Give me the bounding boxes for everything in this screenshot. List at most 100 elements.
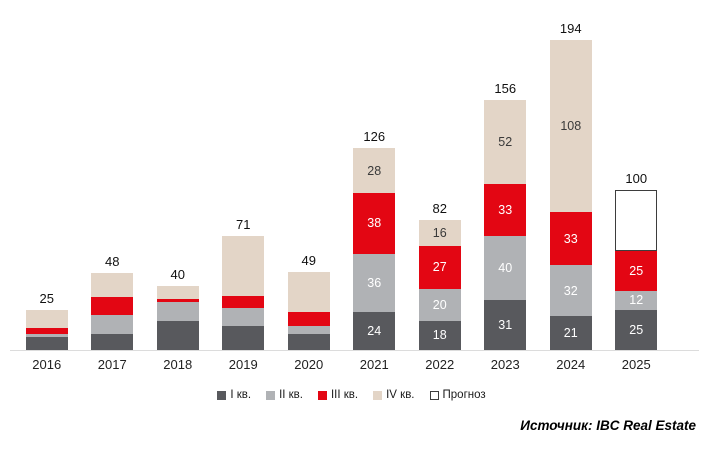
bar-segment-q1 [156, 321, 199, 350]
bar-column-2017: 48 [80, 0, 146, 350]
x-axis-labels: 2016 2017 2018 2019 2020 2021 2022 2023 2024 2025 [14, 357, 669, 372]
bar-segment-q4 [91, 273, 134, 298]
bar-total-label: 49 [301, 252, 316, 268]
bar-column-2019: 71 [211, 0, 277, 350]
bar-segment-q3 [156, 298, 199, 303]
bar-segment-q1: 24 [353, 311, 396, 350]
bar-segment-q1: 31 [484, 300, 527, 350]
bar-total-label: 82 [432, 201, 447, 217]
bar-stack: 25 12 25 [615, 190, 658, 350]
bar-stack [222, 236, 265, 350]
legend-label: II кв. [279, 389, 303, 401]
legend-label: I кв. [230, 389, 252, 401]
bar-total-label: 126 [363, 129, 386, 145]
legend-item-q2: II кв. [266, 389, 303, 401]
bar-segment-q3: 33 [484, 183, 527, 237]
bar-stack [25, 310, 68, 350]
x-axis-label-2018: 2018 [163, 357, 193, 372]
bar-segment-q2: 20 [418, 289, 461, 322]
legend: I кв. II кв. III кв. IV кв. Прогноз [0, 389, 703, 401]
legend-item-forecast: Прогноз [429, 389, 486, 401]
bar-stack [156, 286, 199, 350]
bar-total-label: 25 [39, 291, 54, 307]
bar-segment-q2 [222, 308, 265, 326]
bar-segment-q3: 27 [418, 246, 461, 290]
bar-segment-q2: 12 [615, 290, 658, 310]
x-axis-label-2022: 2022 [425, 357, 455, 372]
bar-segment-q1: 18 [418, 321, 461, 350]
bar-segment-forecast [615, 190, 658, 251]
legend-label: IV кв. [386, 389, 415, 401]
bar-segment-q3: 33 [549, 212, 592, 266]
bar-column-2020: 49 [276, 0, 342, 350]
x-axis-label-2019: 2019 [228, 357, 258, 372]
bar-segment-q2: 40 [484, 236, 527, 301]
bar-segment-q4 [287, 271, 330, 312]
bar-segment-q3: 25 [615, 250, 658, 291]
legend-swatch-forecast [429, 390, 439, 400]
bar-stack: 52 33 40 31 [484, 100, 527, 350]
legend-swatch-q3 [317, 390, 327, 400]
x-axis-label-2016: 2016 [32, 357, 62, 372]
bar-segment-q4: 28 [353, 148, 396, 194]
bar-segment-q4 [222, 236, 265, 296]
bar-segment-q4 [156, 286, 199, 299]
bar-segment-q4 [25, 310, 68, 328]
bar-stack [287, 271, 330, 350]
bar-segment-q1 [91, 334, 134, 350]
bar-column-2016: 25 [14, 0, 80, 350]
legend-swatch-q4 [373, 390, 383, 400]
bar-column-2018: 40 [145, 0, 211, 350]
bar-segment-q2 [91, 314, 134, 334]
x-axis-label-2025: 2025 [621, 357, 651, 372]
legend-item-q3: III кв. [317, 389, 359, 401]
bar-column-2024: 194 108 33 32 21 [538, 0, 604, 350]
x-axis-label-2024: 2024 [556, 357, 586, 372]
bar-total-label: 100 [625, 171, 648, 187]
bar-segment-q4: 52 [484, 100, 527, 184]
bar-column-2022: 82 16 27 20 18 [407, 0, 473, 350]
bar-segment-q2 [156, 302, 199, 322]
bar-total-label: 40 [170, 267, 185, 283]
bar-segment-q3: 38 [353, 193, 396, 255]
bar-segment-q3 [25, 327, 68, 335]
legend-label: Прогноз [442, 389, 486, 401]
bar-total-label: 48 [105, 254, 120, 270]
bar-total-label: 194 [559, 20, 582, 36]
bar-stack: 28 38 36 24 [353, 148, 396, 350]
bar-column-2023: 156 52 33 40 31 [473, 0, 539, 350]
bars-row: 25 48 40 71 49 126 28 38 36 24 82 16 27 20 18 156 52 33 40… [14, 0, 669, 350]
x-axis-label-2021: 2021 [359, 357, 389, 372]
legend-swatch-q1 [217, 390, 227, 400]
legend-swatch-q2 [266, 390, 276, 400]
bar-segment-q1: 21 [549, 316, 592, 350]
bar-column-2025: 100 25 12 25 [604, 0, 670, 350]
bar-segment-q1 [25, 337, 68, 350]
bar-segment-q3 [222, 295, 265, 309]
legend-item-q4: IV кв. [373, 389, 415, 401]
bar-segment-q4: 108 [549, 39, 592, 213]
bar-total-label: 156 [494, 81, 517, 97]
bar-stack: 16 27 20 18 [418, 220, 461, 350]
x-axis-label-2020: 2020 [294, 357, 324, 372]
bar-segment-q3 [287, 311, 330, 326]
bar-segment-q2 [25, 334, 68, 338]
bar-segment-q2: 36 [353, 254, 396, 312]
bar-segment-q1: 25 [615, 310, 658, 350]
source-note: Источник: IBC Real Estate [520, 418, 696, 433]
bar-segment-q1 [222, 326, 265, 350]
x-axis-label-2017: 2017 [97, 357, 127, 372]
x-axis-line [10, 350, 699, 351]
bar-segment-q2: 32 [549, 265, 592, 317]
bar-stack: 108 33 32 21 [549, 39, 592, 350]
bar-segment-q2 [287, 326, 330, 334]
legend-item-q1: I кв. [217, 389, 251, 401]
bar-segment-q4: 16 [418, 220, 461, 247]
bar-stack [91, 273, 134, 350]
bar-total-label: 71 [236, 217, 251, 233]
bar-segment-q3 [91, 297, 134, 315]
legend-label: III кв. [330, 389, 359, 401]
bar-column-2021: 126 28 38 36 24 [342, 0, 408, 350]
x-axis-label-2023: 2023 [490, 357, 520, 372]
